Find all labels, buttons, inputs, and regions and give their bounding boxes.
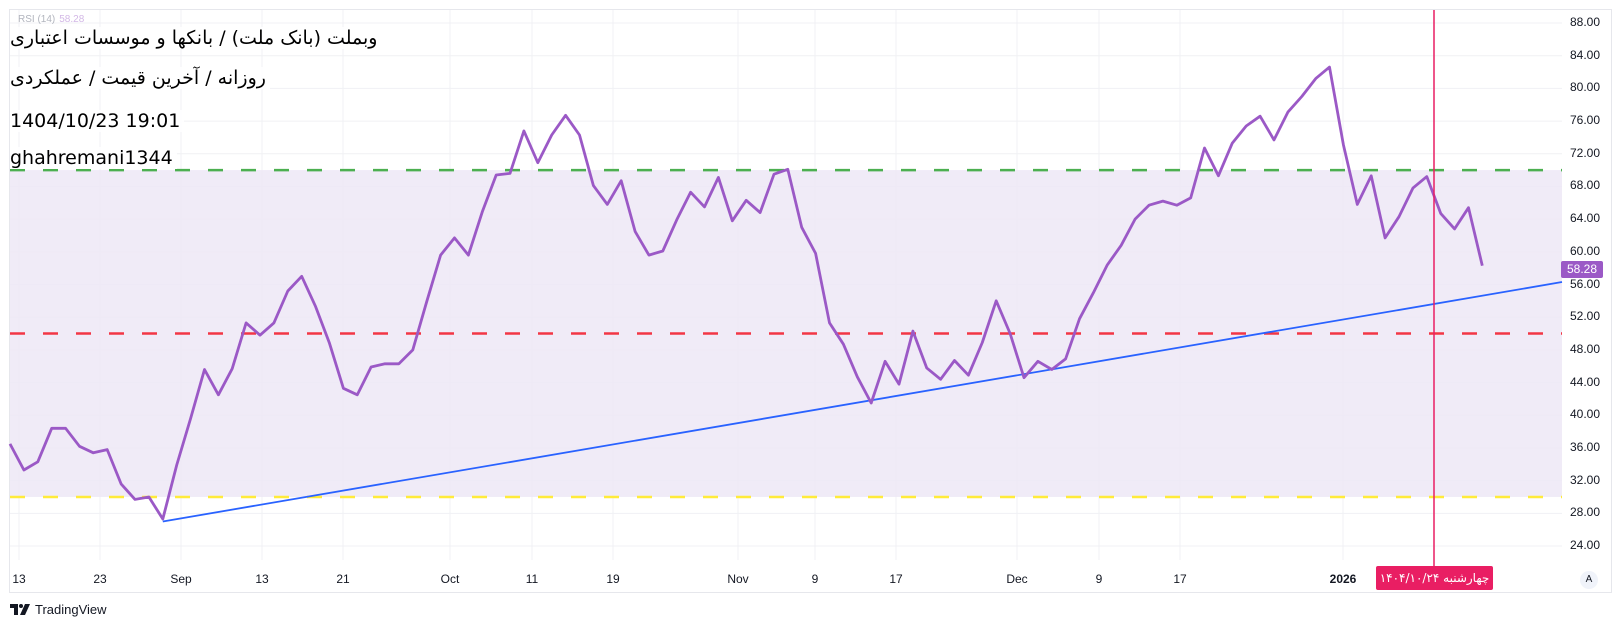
auto-scale-button[interactable]: A bbox=[1580, 571, 1598, 589]
indicator-name: RSI (14) bbox=[18, 14, 56, 25]
crosshair-date-label: چهارشنبه ۱۴۰۴/۱۰/۲۴ bbox=[1376, 566, 1493, 590]
time-axis-label: 11 bbox=[525, 572, 539, 586]
price-axis-label: 84.00 bbox=[1570, 47, 1601, 62]
time-axis-label: 13 bbox=[255, 572, 269, 586]
price-axis-label: 40.00 bbox=[1570, 407, 1601, 422]
time-axis-label: Dec bbox=[1006, 572, 1028, 586]
price-axis-label: 48.00 bbox=[1570, 341, 1601, 356]
price-axis-label: 28.00 bbox=[1570, 505, 1601, 520]
indicator-value: 58.28 bbox=[59, 14, 85, 25]
time-axis-label: 21 bbox=[336, 572, 350, 586]
last-value-badge: 58.28 bbox=[1561, 261, 1603, 278]
time-axis-label: Sep bbox=[170, 572, 192, 586]
chart-datetime: 1404/10/23 19:01 bbox=[10, 110, 185, 132]
tradingview-brand: TradingView bbox=[35, 602, 107, 617]
price-axis-label: 88.00 bbox=[1570, 15, 1601, 29]
price-axis-label: 56.00 bbox=[1570, 276, 1601, 291]
rsi-line bbox=[8, 65, 1484, 521]
time-axis-label: 9 bbox=[1095, 572, 1103, 586]
time-axis-label: 17 bbox=[889, 572, 903, 586]
price-axis-label: 44.00 bbox=[1570, 374, 1601, 389]
chart-subtitle: روزانه / آخرین قیمت / عملکردی bbox=[10, 67, 270, 89]
tradingview-logo-icon bbox=[10, 604, 30, 615]
time-axis-label: Nov bbox=[727, 572, 749, 586]
price-axis-label: 24.00 bbox=[1570, 538, 1601, 552]
time-axis-label: 23 bbox=[93, 572, 107, 586]
time-axis-label: 9 bbox=[811, 572, 819, 586]
price-axis-label: 72.00 bbox=[1570, 145, 1601, 160]
chart-frame bbox=[9, 9, 1612, 593]
author-name: ghahremani1344 bbox=[10, 147, 177, 169]
price-axis-label: 80.00 bbox=[1570, 80, 1601, 95]
trendline[interactable] bbox=[162, 281, 1563, 523]
price-axis-label: 64.00 bbox=[1570, 211, 1601, 226]
time-axis-label: 2026 bbox=[1329, 572, 1357, 586]
time-axis-label: 17 bbox=[1173, 572, 1187, 586]
indicator-legend[interactable]: RSI (14) 58.28 bbox=[18, 14, 84, 25]
time-axis-label: Oct bbox=[440, 572, 460, 586]
price-axis-label: 76.00 bbox=[1570, 113, 1601, 128]
price-axis-label: 60.00 bbox=[1570, 243, 1601, 258]
price-axis-label: 68.00 bbox=[1570, 178, 1601, 193]
time-axis-label: 19 bbox=[606, 572, 620, 586]
tradingview-logo[interactable]: TradingView bbox=[10, 602, 107, 617]
price-axis-label: 52.00 bbox=[1570, 309, 1601, 324]
time-axis-label: 13 bbox=[12, 572, 26, 586]
price-axis-label: 36.00 bbox=[1570, 439, 1601, 454]
symbol-title: وبملت (بانک ملت) / بانکها و موسسات اعتبا… bbox=[10, 27, 382, 49]
price-axis-label: 32.00 bbox=[1570, 472, 1601, 487]
